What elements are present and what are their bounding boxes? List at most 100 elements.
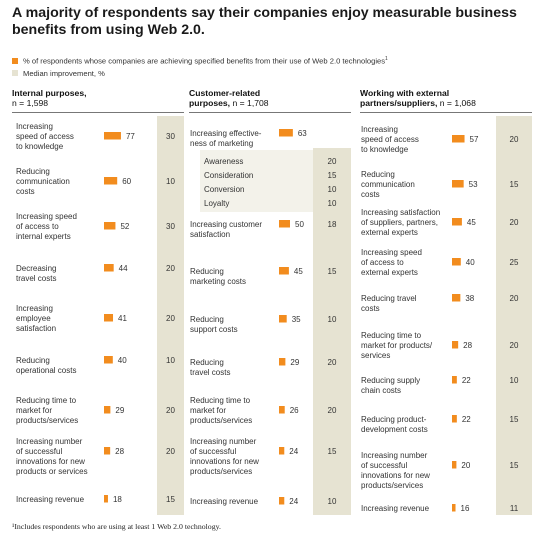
median-value-internal-6: 20 — [166, 406, 175, 415]
row-label-internal-1-2: costs — [16, 187, 35, 196]
bar-value-customer-2: 45 — [294, 267, 303, 276]
row-customer-0: Increasing effective-ness of marketing 63… — [190, 129, 337, 208]
bar-internal-3 — [104, 264, 114, 272]
rule-customer — [189, 112, 351, 113]
median-value-partners-5: 20 — [510, 341, 519, 350]
bar-partners-0 — [452, 135, 465, 143]
bar-partners-5 — [452, 341, 459, 349]
bar-value-partners-0: 57 — [470, 135, 479, 144]
row-label-internal-5-0: Reducing — [16, 356, 50, 365]
row-label-internal-1-0: Reducing — [16, 167, 50, 176]
median-value-customer-1: 18 — [328, 220, 337, 229]
row-label-internal-4-0: Increasing — [16, 304, 53, 313]
bar-value-internal-7: 28 — [115, 447, 124, 456]
row-label-customer-2-1: marketing costs — [190, 277, 246, 286]
bar-partners-4 — [452, 294, 461, 302]
bar-value-partners-1: 53 — [469, 180, 478, 189]
row-label-customer-7-0: Increasing revenue — [190, 497, 259, 506]
row-label-partners-1-2: costs — [361, 190, 380, 199]
legend-bar-entry: % of respondents whose companies are ach… — [12, 54, 388, 66]
row-label-customer-5-2: products/services — [190, 416, 252, 425]
row-label-partners-9-0: Increasing revenue — [361, 504, 430, 513]
median-value-internal-5: 10 — [166, 356, 175, 365]
median-value-internal-3: 20 — [166, 264, 175, 273]
row-label-partners-0-0: Increasing — [361, 125, 398, 134]
row-internal-8: Increasing revenue 18 15 — [16, 495, 175, 504]
col-title-partners-1: Working with external — [360, 88, 450, 98]
row-label-internal-3-1: travel costs — [16, 274, 56, 283]
bar-value-partners-8: 20 — [461, 461, 470, 470]
row-label-customer-6-1: of successful — [190, 447, 236, 456]
row-label-internal-0-1: speed of access — [16, 132, 74, 141]
bar-internal-8 — [104, 495, 108, 503]
col-n-partners: n = 1,068 — [439, 98, 476, 108]
row-label-internal-2-2: internal experts — [16, 232, 71, 241]
legend-bar-label: % of respondents whose companies are ach… — [23, 56, 386, 66]
subrow-median-0: 20 — [328, 157, 337, 166]
row-label-internal-1-1: communication — [16, 177, 70, 186]
col-title-partners-2: partners/suppliers, — [360, 98, 438, 108]
row-label-partners-5-2: services — [361, 351, 390, 360]
bar-partners-6 — [452, 376, 457, 384]
row-label-internal-6-2: products/services — [16, 416, 78, 425]
median-value-customer-6: 15 — [328, 447, 337, 456]
row-label-customer-0-0: Increasing effective- — [190, 129, 262, 138]
row-label-internal-4-2: satisfaction — [16, 324, 56, 333]
bar-value-customer-6: 24 — [289, 447, 298, 456]
bar-value-internal-1: 60 — [122, 177, 131, 186]
bar-customer-1 — [279, 220, 290, 228]
median-value-partners-0: 20 — [510, 135, 519, 144]
median-value-customer-5: 20 — [328, 406, 337, 415]
row-label-partners-5-0: Reducing time to — [361, 331, 422, 340]
row-label-customer-6-3: products/services — [190, 467, 252, 476]
median-value-partners-3: 25 — [510, 258, 519, 267]
row-label-internal-7-1: of successful — [16, 447, 62, 456]
row-label-internal-4-1: employee — [16, 314, 51, 323]
median-value-partners-9: 11 — [510, 504, 519, 513]
bar-value-internal-2: 52 — [120, 222, 129, 231]
row-label-internal-6-1: market for — [16, 406, 52, 415]
bar-value-partners-2: 45 — [467, 218, 476, 227]
row-label-internal-0-2: to knowledge — [16, 142, 64, 151]
subrows-background — [200, 150, 313, 212]
legend-median-swatch — [12, 70, 18, 76]
bar-value-partners-7: 22 — [462, 415, 471, 424]
row-partners-7: Reducing product-development costs 22 15 — [361, 415, 519, 434]
row-label-internal-7-2: innovations for new — [16, 457, 85, 466]
row-label-partners-8-1: of successful — [361, 461, 407, 470]
median-value-partners-6: 10 — [510, 376, 519, 385]
row-label-partners-2-1: of suppliers, partners, — [361, 218, 438, 227]
row-label-partners-3-0: Increasing speed — [361, 248, 422, 257]
bar-value-internal-3: 44 — [119, 264, 128, 273]
row-label-partners-7-0: Reducing product- — [361, 415, 427, 424]
median-band-customer — [313, 148, 351, 515]
bar-partners-9 — [452, 504, 456, 512]
subrow-median-3: 10 — [328, 199, 337, 208]
row-label-partners-2-2: external experts — [361, 228, 418, 237]
row-label-partners-8-2: innovations for new — [361, 471, 430, 480]
subrow-label-1: Consideration — [204, 171, 253, 180]
legend-median-label: Median improvement, % — [23, 69, 105, 78]
row-label-customer-1-1: satisfaction — [190, 230, 230, 239]
median-value-internal-7: 20 — [166, 447, 175, 456]
legend-median-entry: Median improvement, % — [12, 68, 105, 79]
row-label-customer-5-1: market for — [190, 406, 226, 415]
rule-internal — [12, 112, 184, 113]
bar-internal-6 — [104, 406, 111, 414]
chart-title: A majority of respondents say their comp… — [12, 5, 517, 38]
bar-internal-4 — [104, 314, 114, 322]
subrow-label-2: Conversion — [204, 185, 244, 194]
